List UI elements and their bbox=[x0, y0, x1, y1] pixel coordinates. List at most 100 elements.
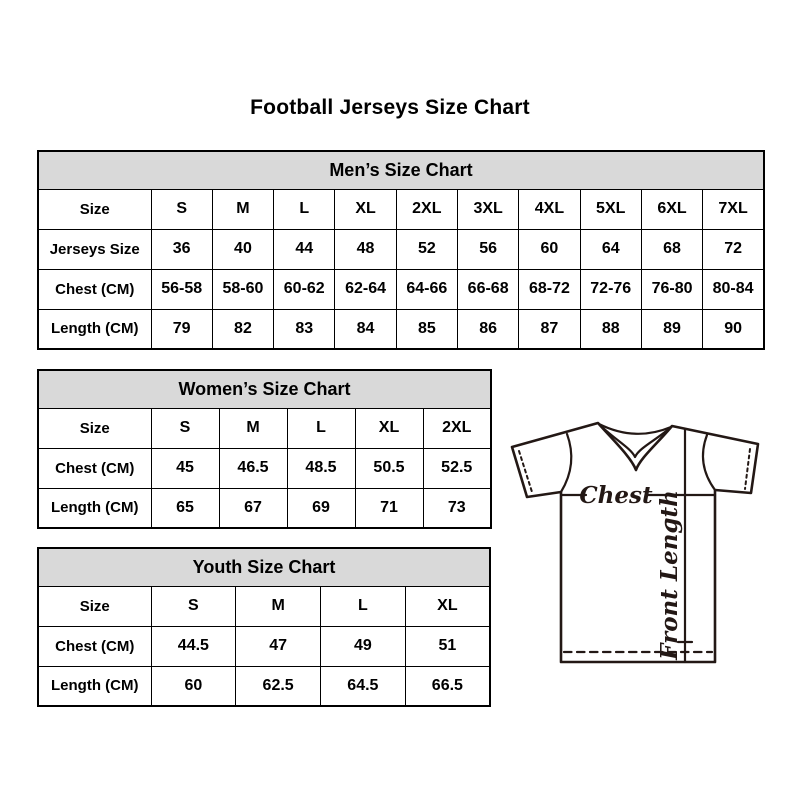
size-cell: 68-72 bbox=[518, 268, 581, 310]
size-cell: 48 bbox=[334, 228, 397, 270]
row-header: Size bbox=[37, 585, 152, 627]
left-cuff-stitch-line bbox=[518, 450, 533, 493]
size-cell: 52.5 bbox=[422, 447, 492, 489]
row-header: Size bbox=[37, 407, 152, 449]
mens-size-chart-table: Men’s Size Chart Size S M L XL 2XL 3XL 4XL 5XL 6XL… bbox=[37, 150, 765, 350]
size-cell: 90 bbox=[702, 308, 765, 350]
collar-back-arc bbox=[597, 422, 673, 435]
size-cell: 89 bbox=[640, 308, 704, 350]
size-cell: 73 bbox=[422, 487, 492, 529]
size-cell: 86 bbox=[456, 308, 520, 350]
size-cell: 64.5 bbox=[320, 665, 406, 707]
size-cell: 60 bbox=[518, 228, 581, 270]
row-header: Chest (CM) bbox=[37, 268, 152, 310]
size-cell: 2XL bbox=[395, 188, 458, 230]
table-row: Size S M L XL 2XL 3XL 4XL 5XL 6XL 7XL bbox=[37, 188, 765, 230]
size-cell: 58-60 bbox=[211, 268, 275, 310]
size-cell: L bbox=[320, 585, 406, 627]
size-cell: 87 bbox=[518, 308, 581, 350]
size-cell: 52 bbox=[395, 228, 458, 270]
size-cell: S bbox=[150, 585, 237, 627]
table-row: Size S M L XL bbox=[37, 585, 491, 627]
row-header: Chest (CM) bbox=[37, 625, 152, 667]
size-cell: 6XL bbox=[640, 188, 704, 230]
size-cell: 44.5 bbox=[150, 625, 237, 667]
size-cell: 72 bbox=[702, 228, 765, 270]
size-cell: 84 bbox=[334, 308, 397, 350]
size-cell: 64 bbox=[579, 228, 642, 270]
right-cuff-stitch-line bbox=[744, 448, 751, 490]
size-cell: 50.5 bbox=[354, 447, 424, 489]
size-cell: XL bbox=[334, 188, 397, 230]
womens-size-chart-table: Women’s Size Chart Size S M L XL 2XL Chest (CM)… bbox=[37, 369, 492, 529]
row-header: Jerseys Size bbox=[37, 228, 152, 270]
table-row: Size S M L XL 2XL bbox=[37, 407, 492, 449]
size-cell: 83 bbox=[273, 308, 336, 350]
size-cell: 66-68 bbox=[456, 268, 520, 310]
size-cell: 82 bbox=[211, 308, 275, 350]
size-cell: 67 bbox=[218, 487, 288, 529]
size-cell: 46.5 bbox=[218, 447, 288, 489]
size-cell: 40 bbox=[211, 228, 275, 270]
jersey-measurement-diagram: Chest Front Length bbox=[510, 421, 760, 664]
size-cell: M bbox=[235, 585, 321, 627]
size-cell: XL bbox=[404, 585, 491, 627]
front-length-label: Front Length bbox=[656, 490, 683, 661]
size-cell: 76-80 bbox=[640, 268, 704, 310]
size-cell: 88 bbox=[579, 308, 642, 350]
table-title: Women’s Size Chart bbox=[37, 369, 492, 409]
youth-size-chart-table: Youth Size Chart Size S M L XL Chest (CM) 44.5 4… bbox=[37, 547, 491, 707]
size-cell: 62-64 bbox=[334, 268, 397, 310]
size-cell: 36 bbox=[150, 228, 213, 270]
table-row: Chest (CM) 56-58 58-60 60-62 62-64 64-66 66-68… bbox=[37, 268, 765, 310]
size-cell: 68 bbox=[640, 228, 704, 270]
size-cell: 65 bbox=[150, 487, 220, 529]
size-cell: 7XL bbox=[702, 188, 765, 230]
collar-inner-v bbox=[598, 423, 672, 459]
size-cell: 56 bbox=[456, 228, 520, 270]
jersey-outline bbox=[510, 421, 760, 664]
row-header: Size bbox=[37, 188, 152, 230]
size-cell: 80-84 bbox=[702, 268, 765, 310]
size-cell: 62.5 bbox=[235, 665, 321, 707]
row-header: Chest (CM) bbox=[37, 447, 152, 489]
page-title: Football Jerseys Size Chart bbox=[250, 96, 530, 119]
right-armhole-seam bbox=[701, 433, 717, 492]
table-row: Jerseys Size 36 40 44 48 52 56 60 64 68 72 bbox=[37, 228, 765, 270]
size-cell: 79 bbox=[150, 308, 213, 350]
size-cell: 85 bbox=[395, 308, 458, 350]
size-cell: S bbox=[150, 188, 213, 230]
size-cell: 44 bbox=[273, 228, 336, 270]
size-cell: 49 bbox=[320, 625, 406, 667]
size-cell: XL bbox=[354, 407, 424, 449]
size-cell: 60 bbox=[150, 665, 237, 707]
size-cell: M bbox=[218, 407, 288, 449]
size-cell: S bbox=[150, 407, 220, 449]
size-cell: L bbox=[286, 407, 356, 449]
size-cell: M bbox=[211, 188, 275, 230]
chest-label: Chest bbox=[579, 482, 653, 509]
front-length-measure-line bbox=[676, 427, 694, 664]
size-cell: 5XL bbox=[579, 188, 642, 230]
size-cell: 72-76 bbox=[579, 268, 642, 310]
size-cell: 4XL bbox=[518, 188, 581, 230]
size-cell: 64-66 bbox=[395, 268, 458, 310]
size-cell: 2XL bbox=[422, 407, 492, 449]
size-cell: 60-62 bbox=[273, 268, 336, 310]
table-row: Chest (CM) 44.5 47 49 51 bbox=[37, 625, 491, 667]
table-row: Length (CM) 60 62.5 64.5 66.5 bbox=[37, 665, 491, 707]
size-cell: 48.5 bbox=[286, 447, 356, 489]
table-title: Youth Size Chart bbox=[37, 547, 491, 587]
size-cell: 56-58 bbox=[150, 268, 213, 310]
size-cell: 3XL bbox=[456, 188, 520, 230]
table-row: Length (CM) 79 82 83 84 85 86 87 88 89 90 bbox=[37, 308, 765, 350]
size-cell: 71 bbox=[354, 487, 424, 529]
size-cell: L bbox=[273, 188, 336, 230]
size-cell: 47 bbox=[235, 625, 321, 667]
size-cell: 45 bbox=[150, 447, 220, 489]
table-row: Chest (CM) 45 46.5 48.5 50.5 52.5 bbox=[37, 447, 492, 489]
size-cell: 66.5 bbox=[404, 665, 491, 707]
size-cell: 51 bbox=[404, 625, 491, 667]
row-header: Length (CM) bbox=[37, 308, 152, 350]
row-header: Length (CM) bbox=[37, 665, 152, 707]
